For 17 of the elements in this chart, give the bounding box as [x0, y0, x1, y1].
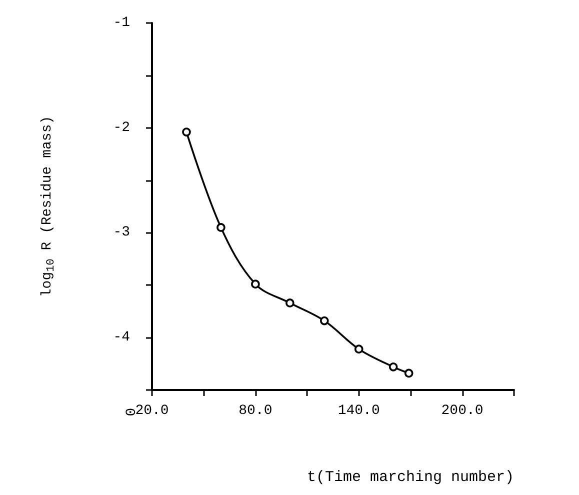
y-axis-title: log10 R (Residue mass) — [40, 116, 58, 298]
point — [216, 223, 226, 232]
point — [354, 344, 364, 354]
x-tick-label: 80.0 — [238, 403, 272, 419]
point — [251, 280, 260, 288]
point — [320, 316, 329, 326]
x-axis-title: t(Time marching number) — [306, 469, 514, 486]
point — [404, 368, 414, 378]
point — [286, 298, 294, 308]
point — [388, 362, 398, 372]
point — [182, 128, 191, 136]
y-tick-label: -4 — [113, 330, 130, 346]
y-tick-label: -1 — [113, 15, 130, 31]
x-tick-label: 140.0 — [338, 403, 380, 419]
x-tick-label: 200.0 — [441, 403, 484, 419]
y-tick-label: -3 — [113, 224, 130, 241]
y-tick-label: -2 — [113, 120, 130, 136]
